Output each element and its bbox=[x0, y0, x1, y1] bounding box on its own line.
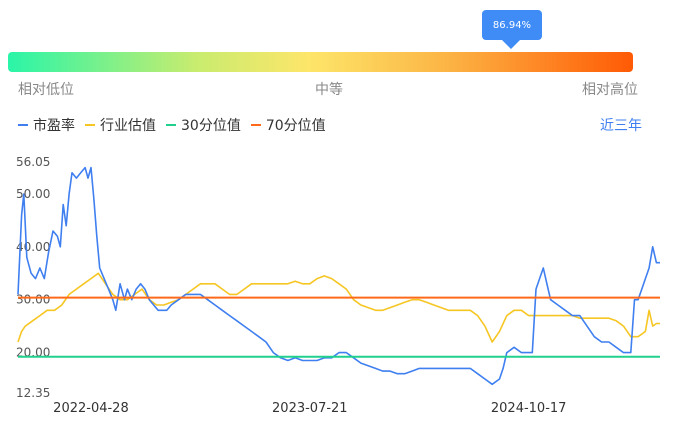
gauge-label-mid: 中等 bbox=[315, 82, 343, 98]
legend-label-pe: 市盈率 bbox=[33, 118, 75, 134]
y-tick-label-0: 56.05 bbox=[16, 155, 50, 169]
y-tick-label-1: 50.00 bbox=[16, 187, 50, 201]
x-tick-label-2: 2024-10-17 bbox=[491, 401, 567, 416]
series-line-0 bbox=[17, 166, 660, 386]
x-tick-label-1: 2023-07-21 bbox=[272, 401, 348, 416]
legend-swatch-industry bbox=[85, 124, 95, 126]
legend-swatch-pe bbox=[18, 124, 28, 126]
legend-swatch-p30 bbox=[166, 124, 176, 126]
legend-label-industry: 行业估值 bbox=[100, 118, 156, 134]
gauge-label-low: 相对低位 bbox=[18, 82, 74, 98]
y-tick-label-2: 40.00 bbox=[16, 240, 50, 254]
legend-item-pe[interactable]: 市盈率 bbox=[18, 115, 75, 135]
x-tick-label-0: 2022-04-28 bbox=[53, 401, 129, 416]
series-line-1 bbox=[17, 272, 660, 343]
legend-label-p70: 70分位值 bbox=[265, 118, 326, 134]
legend-label-p30: 30分位值 bbox=[181, 118, 241, 134]
legend-item-p70[interactable]: 70分位值 bbox=[250, 115, 326, 135]
percentile-tooltip: 86.94% bbox=[482, 10, 542, 40]
legend-item-industry[interactable]: 行业估值 bbox=[85, 115, 156, 135]
y-tick-label-3: 30.00 bbox=[16, 293, 50, 307]
legend-swatch-p70 bbox=[250, 124, 261, 126]
range-three-years-button[interactable]: 近三年 bbox=[600, 118, 642, 134]
tooltip-arrow-icon bbox=[502, 40, 520, 49]
y-tick-label-5: 12.35 bbox=[16, 386, 50, 400]
gauge-label-high: 相对高位 bbox=[582, 82, 638, 98]
chart-legend: 市盈率 行业估值 30分位值 70分位值 bbox=[18, 115, 336, 135]
legend-item-p30[interactable]: 30分位值 bbox=[166, 115, 241, 135]
percentile-gauge-bar bbox=[8, 52, 633, 72]
